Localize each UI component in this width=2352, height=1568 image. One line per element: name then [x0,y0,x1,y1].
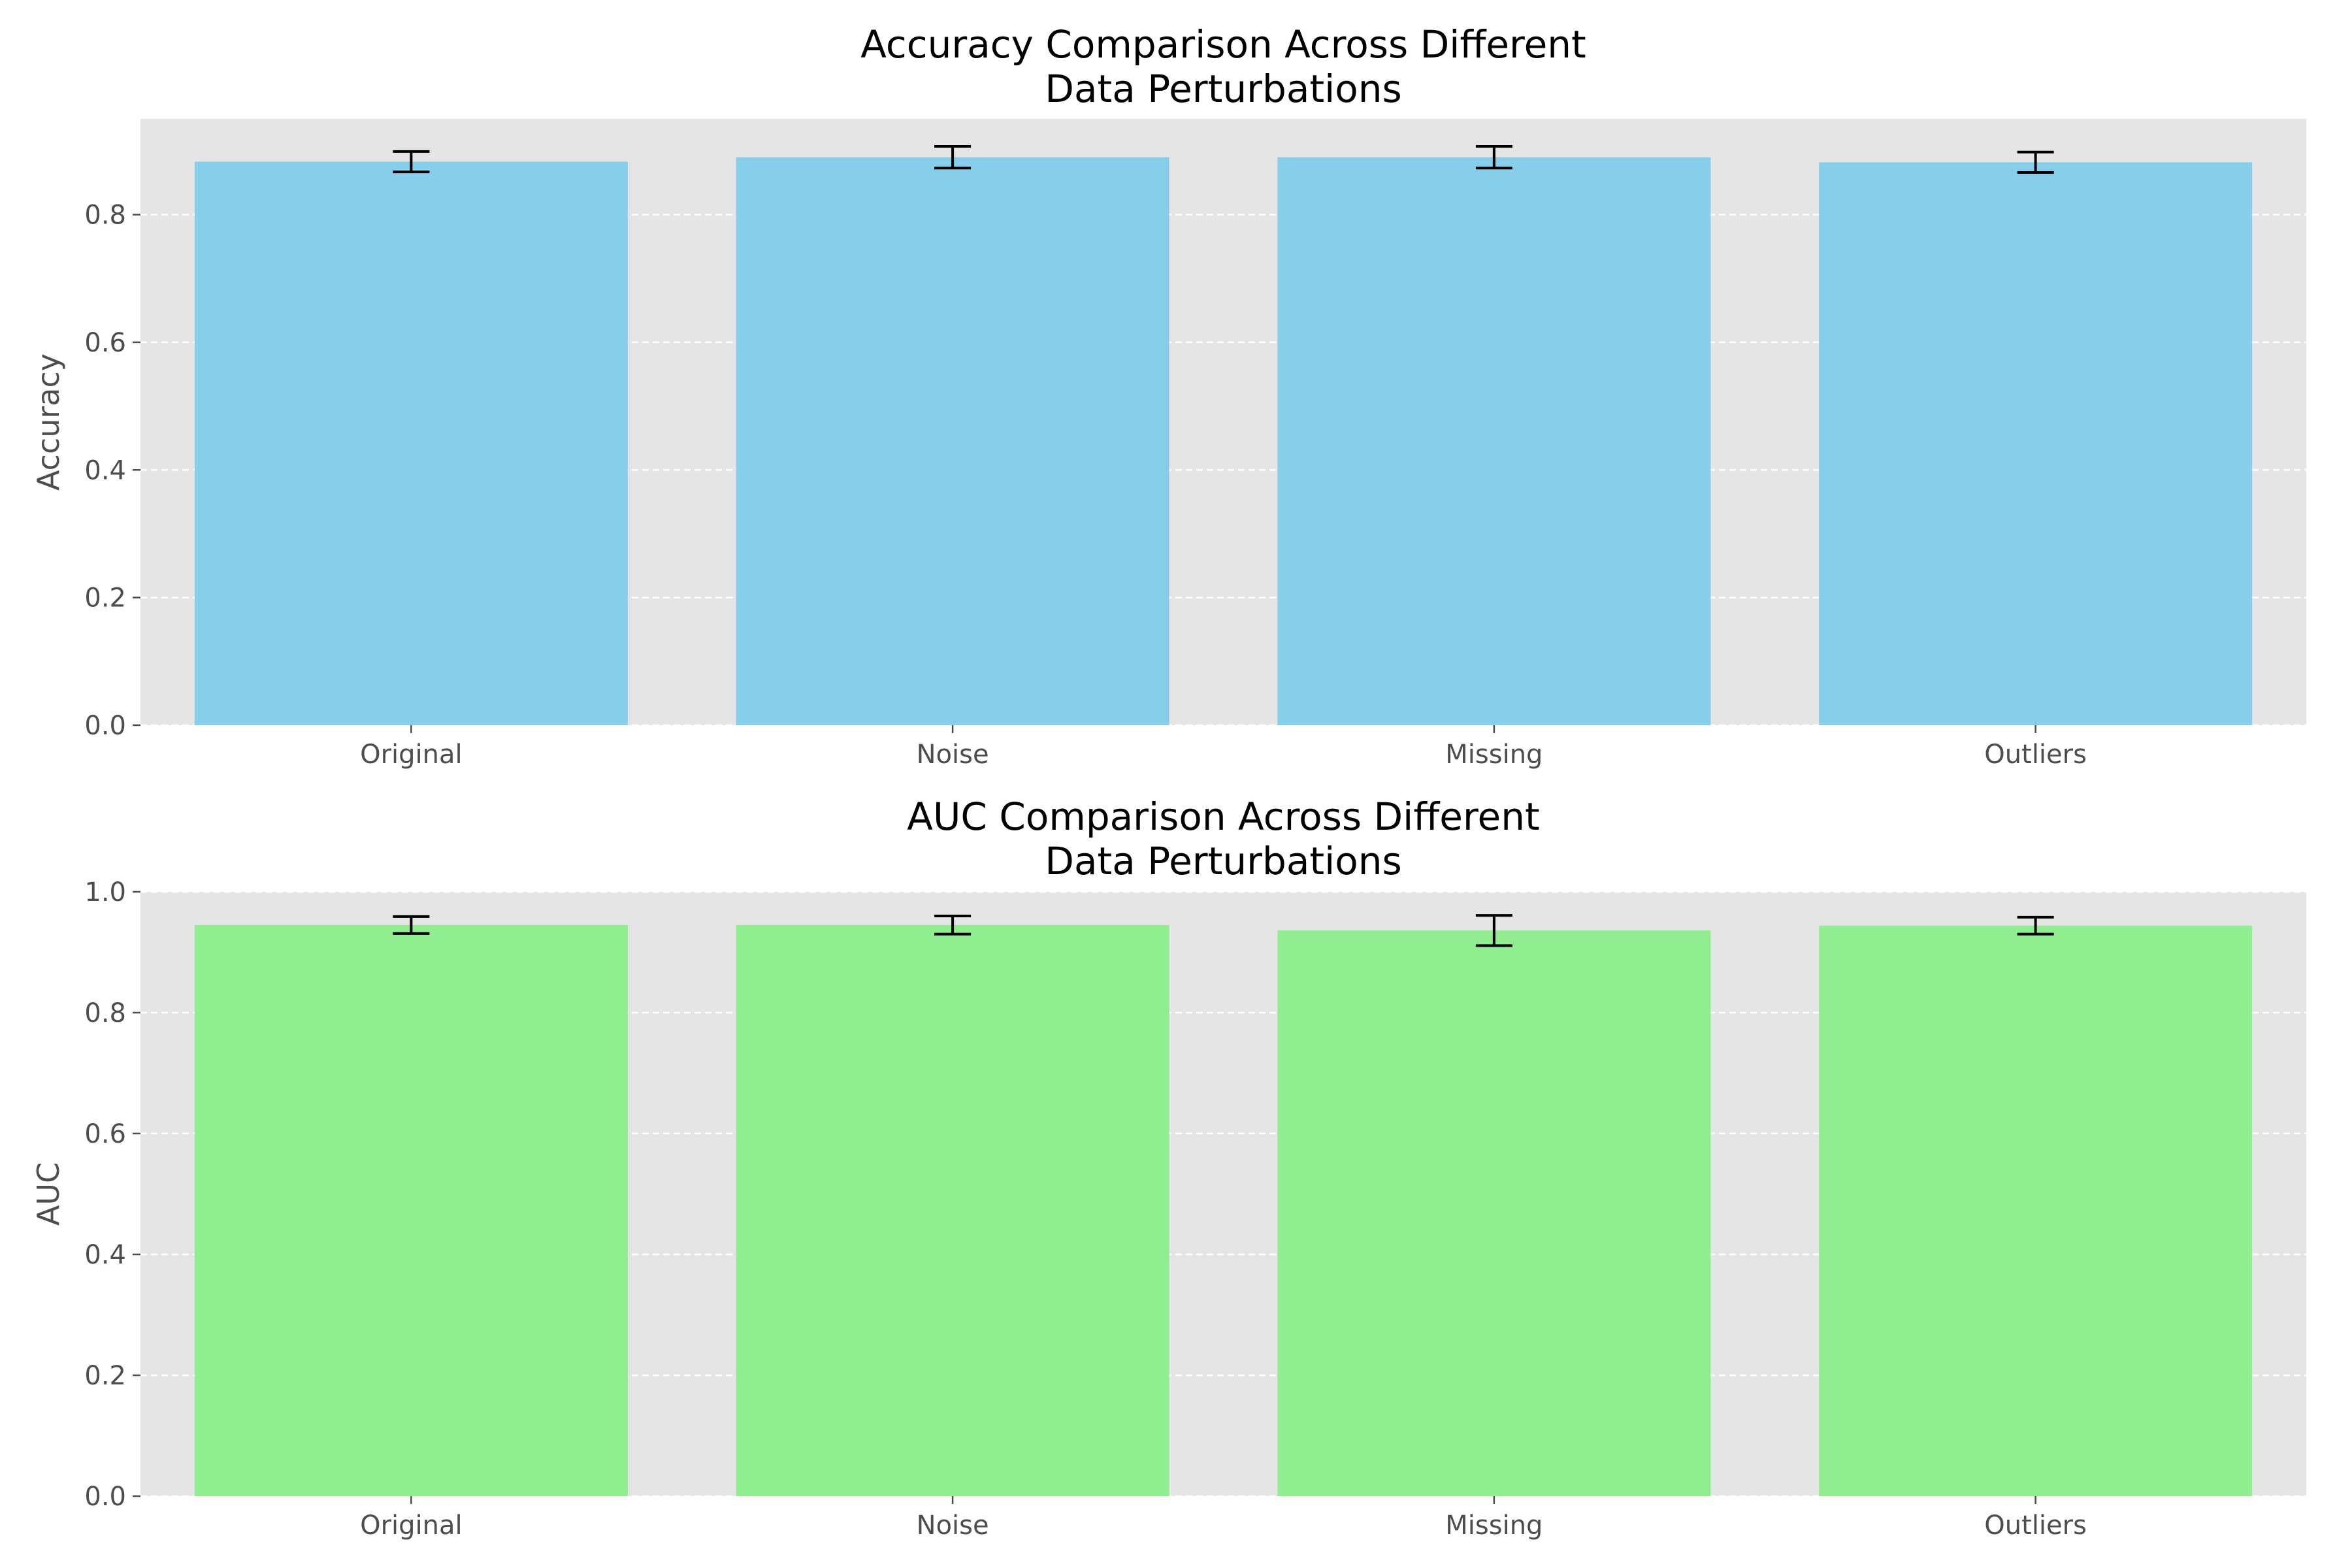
auc-error-bar-noise [934,915,972,936]
auc-y-axis-label: AUC [31,1162,66,1226]
auc-x-tick-label: Noise [917,1511,989,1541]
accuracy-bar-noise [736,157,1169,725]
auc-x-tick-label: Missing [1445,1511,1543,1541]
auc-y-tick-label: 0.2 [84,1361,126,1391]
accuracy-y-axis-label: Accuracy [31,353,66,491]
auc-y-tick-label: 0.0 [84,1482,126,1512]
accuracy-y-tick-label: 0.2 [84,583,126,613]
accuracy-bar-original [194,161,628,725]
auc-chart: Original Noise Missing Outliers 0.0 0.2 0.4 0.6… [31,794,2306,1541]
accuracy-x-tick-label: Original [360,740,463,770]
auc-y-tick-label: 0.8 [84,998,126,1028]
auc-bar-original [194,924,628,1496]
auc-y-tick-label: 0.6 [84,1119,126,1149]
auc-error-bar-outliers [2017,915,2054,936]
auc-x-tick-label: Original [360,1511,463,1541]
accuracy-error-bar-outliers [2017,150,2054,174]
accuracy-title-line: Accuracy Comparison Across Different [860,22,1586,67]
accuracy-y-tick-label: 0.8 [84,201,126,231]
accuracy-bar-outliers [1819,162,2253,725]
accuracy-x-tick-label: Noise [917,740,989,770]
auc-y-tick-label: 0.4 [84,1240,126,1270]
accuracy-y-tick-label: 0.4 [84,455,126,485]
accuracy-error-bar-original [393,150,430,174]
accuracy-bar-missing [1277,157,1711,725]
accuracy-x-tick-label: Outliers [1984,740,2087,770]
auc-x-tick-label: Outliers [1984,1511,2087,1541]
accuracy-y-tick-label: 0.6 [84,328,126,358]
auc-error-bar-original [393,915,430,935]
auc-bar-noise [736,924,1169,1496]
auc-title-line: Data Perturbations [1045,839,1401,883]
accuracy-title-line: Data Perturbations [1045,67,1401,111]
auc-title-line: AUC Comparison Across Different [907,794,1539,839]
accuracy-error-bar-missing [1475,145,1512,170]
auc-bar-outliers [1819,925,2253,1496]
accuracy-x-tick-label: Missing [1445,740,1543,770]
accuracy-chart: Original Noise Missing Outliers 0.0 0.2 0.4 0.6… [31,22,2306,770]
auc-y-tick-label: 1.0 [84,877,126,907]
accuracy-y-tick-label: 0.0 [84,711,126,741]
auc-error-bar-missing [1475,914,1512,947]
accuracy-error-bar-noise [934,145,972,170]
auc-bar-missing [1277,930,1711,1496]
